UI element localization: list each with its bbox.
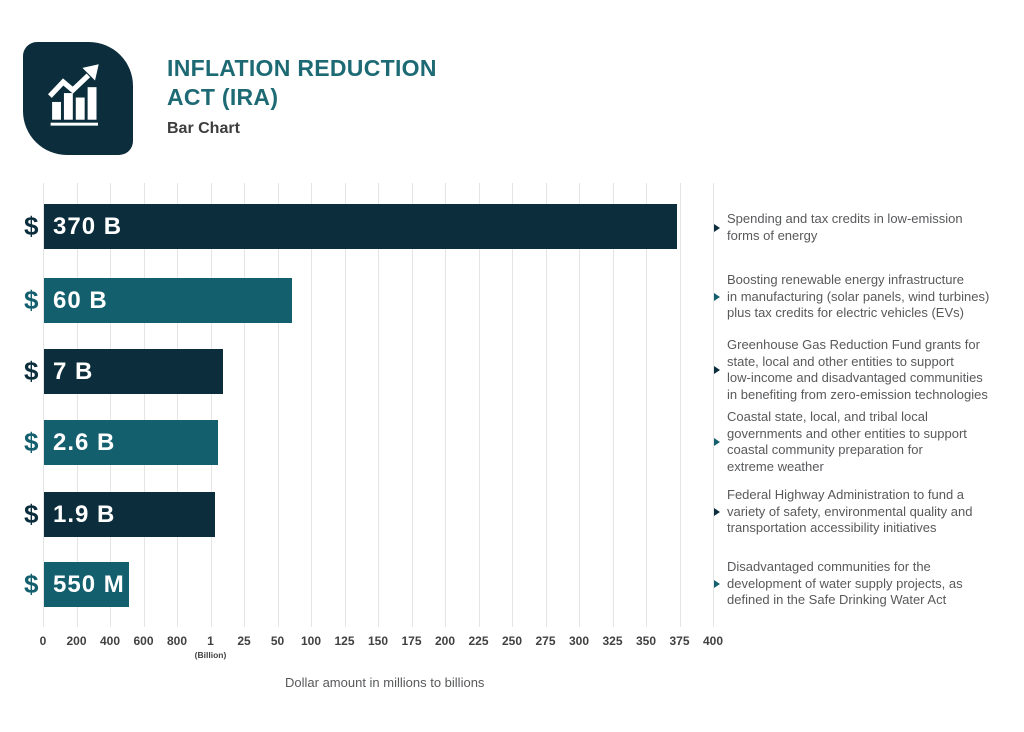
axis-tick-label: 200 [434,634,456,648]
axis-tick-label: 600 [133,634,154,648]
page-title-line2: ACT (IRA) [167,84,279,110]
bar-7b: 7 B [44,349,223,394]
description-text: Coastal state, local, and tribal local g… [727,409,967,474]
bar-550m: 550 M [44,562,129,607]
axis-sublabel: (Billion) [194,650,227,660]
gridline [311,183,312,627]
bar-row: $ 1.9 B [0,492,720,537]
bar-description: Greenhouse Gas Reduction Fund grants for… [714,337,1024,403]
axis-tick-label: 50 [270,634,285,648]
description-text: Greenhouse Gas Reduction Fund grants for… [727,337,988,402]
triangle-bullet-icon [714,438,720,446]
gridline [277,183,279,627]
axis-tick-label: 325 [602,634,623,648]
gridline [244,183,245,627]
bar-chart-trend-icon [47,63,99,126]
currency-symbol: $ [24,356,39,386]
bar-description: Federal Highway Administration to fund a… [714,487,1024,537]
axis-tick-label: 25 [237,634,251,648]
gridline [411,183,413,627]
axis-tick-label: 400 [99,634,121,648]
description-text: Disadvantaged communities for the develo… [727,559,963,607]
axis-tick-label: 1 [207,634,214,648]
axis-tick-label: 125 [334,634,355,648]
axis-tick-label: 0 [39,634,47,648]
triangle-bullet-icon [714,579,720,588]
axis-tick-label: 350 [635,634,657,648]
bar-description: Spending and tax credits in low-emission… [714,211,1024,244]
axis-tick-label: 275 [535,634,556,648]
axis-tick-label: 150 [367,634,389,648]
bar-1-9b: 1.9 B [44,492,215,537]
gridline [512,183,513,627]
bar-row: $ 7 B [0,349,720,394]
triangle-bullet-icon [714,507,720,516]
gridline [612,183,614,627]
bar-description: Boosting renewable energy infrastructure… [714,272,1024,322]
gridline [177,183,178,627]
page-title: INFLATION REDUCTION ACT (IRA) [167,54,437,112]
gridline [110,183,111,627]
axis-tick-label: 250 [501,634,523,648]
bar-description: Disadvantaged communities for the develo… [714,559,1024,609]
gridline [210,183,212,627]
axis-tick-label: 100 [300,634,322,648]
gridline [76,183,78,627]
gridline [545,183,547,627]
bar-value-label: 7 B [53,357,94,385]
description-text: Federal Highway Administration to fund a… [727,487,973,535]
axis-tick-label: 175 [401,634,422,648]
bar-row: $ 2.6 B [0,420,720,465]
gridline [143,183,145,627]
bar-60b: 60 B [44,278,292,323]
gridline [646,183,647,627]
currency-symbol: $ [24,499,39,529]
bar-value-label: 60 B [53,286,108,314]
gridline [43,183,44,627]
bar-value-label: 1.9 B [53,500,116,528]
currency-symbol: $ [24,427,39,457]
description-text: Boosting renewable energy infrastructure… [727,272,990,320]
axis-tick-label: 375 [669,634,690,648]
gridline [579,183,580,627]
bar-value-label: 550 M [53,570,125,598]
gridline [378,183,379,627]
gridline [344,183,346,627]
app-logo [23,42,133,155]
description-text: Spending and tax credits in low-emission… [727,211,963,243]
bar-2-6b: 2.6 B [44,420,218,465]
bar-value-label: 370 B [53,212,123,240]
gridline [713,183,714,627]
bar-370b: 370 B [44,204,677,249]
bar-chart: 0 200 400 600 800 1 (Billion) 25 50 100 125 150 175 2… [0,183,1024,683]
axis-caption: Dollar amount in millions to billions [285,675,485,690]
currency-symbol: $ [24,211,39,241]
axis-tick-label: 300 [568,634,590,648]
triangle-bullet-icon [714,223,720,232]
page-title-line1: INFLATION REDUCTION [167,55,437,81]
currency-symbol: $ [24,285,39,315]
axis-tick-label: 225 [468,634,489,648]
axis-tick-label: 200 [66,634,87,648]
bar-value-label: 2.6 B [53,428,116,456]
axis-tick-label: 400 [702,634,724,648]
bar-description: Coastal state, local, and tribal local g… [714,409,1024,475]
bar-row: $ 550 M [0,562,720,607]
gridline [478,183,480,627]
currency-symbol: $ [24,569,39,599]
page-subtitle: Bar Chart [167,120,240,137]
gridline [679,183,681,627]
bar-row: $ 60 B [0,278,720,323]
axis-tick-label: 800 [166,634,188,648]
triangle-bullet-icon [714,366,720,374]
triangle-bullet-icon [714,292,720,301]
bar-row: $ 370 B [0,204,720,249]
gridline [445,183,446,627]
